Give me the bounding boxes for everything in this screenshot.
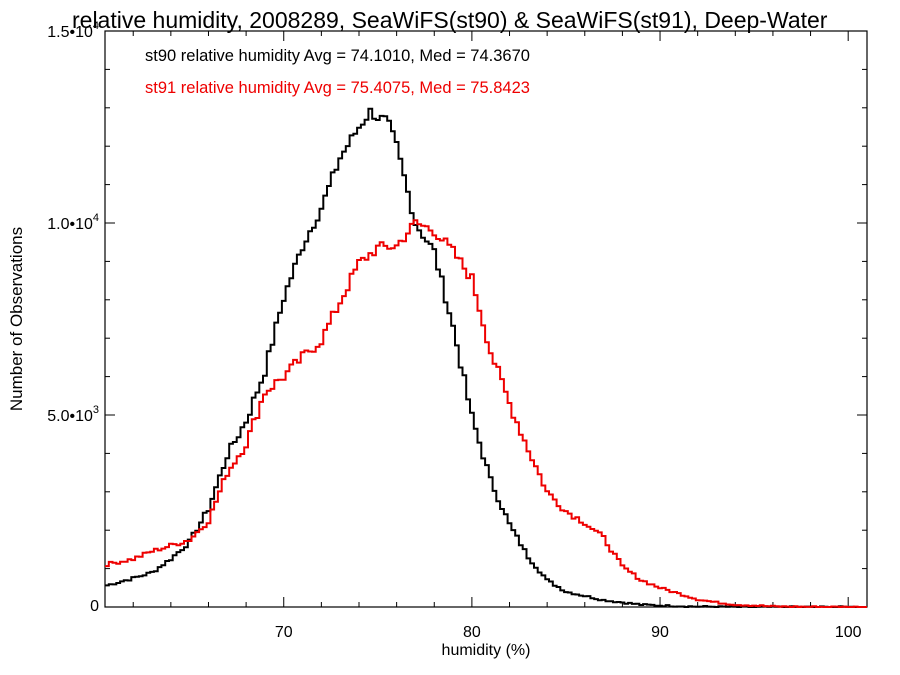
series-layer xyxy=(105,107,867,608)
x-tick-label: 90 xyxy=(651,624,669,641)
chart-title: relative humidity, 2008289, SeaWiFS(st90… xyxy=(72,7,828,33)
x-tick-label: 100 xyxy=(835,624,862,641)
x-tick-label: 80 xyxy=(463,624,481,641)
y-tick-label: 1.0•104 xyxy=(47,212,99,233)
series-line-1 xyxy=(105,219,867,608)
annotation-st90: st90 relative humidity Avg = 74.1010, Me… xyxy=(145,47,530,65)
annotation-st91: st91 relative humidity Avg = 75.4075, Me… xyxy=(145,79,530,97)
y-tick-label-exponent: 4 xyxy=(93,20,99,32)
y-tick-label: 0 xyxy=(90,598,99,615)
y-tick-label: 5.0•103 xyxy=(47,404,99,425)
series-line-0 xyxy=(105,107,867,608)
axis-ticks xyxy=(105,30,867,608)
y-tick-label-mantissa: 1.0•10 xyxy=(47,216,93,233)
plot-frame xyxy=(104,30,868,608)
y-tick-label-mantissa: 1.5•10 xyxy=(47,24,93,41)
y-tick-label-exponent: 4 xyxy=(93,212,99,224)
x-axis-label: humidity (%) xyxy=(442,642,531,659)
y-tick-label-exponent: 3 xyxy=(93,404,99,416)
y-tick-label-mantissa: 5.0•10 xyxy=(47,408,93,425)
y-axis-label: Number of Observations xyxy=(7,227,26,411)
x-tick-label: 70 xyxy=(275,624,293,641)
y-tick-label: 1.5•104 xyxy=(47,20,99,41)
y-tick-label-mantissa: 0 xyxy=(90,598,99,615)
